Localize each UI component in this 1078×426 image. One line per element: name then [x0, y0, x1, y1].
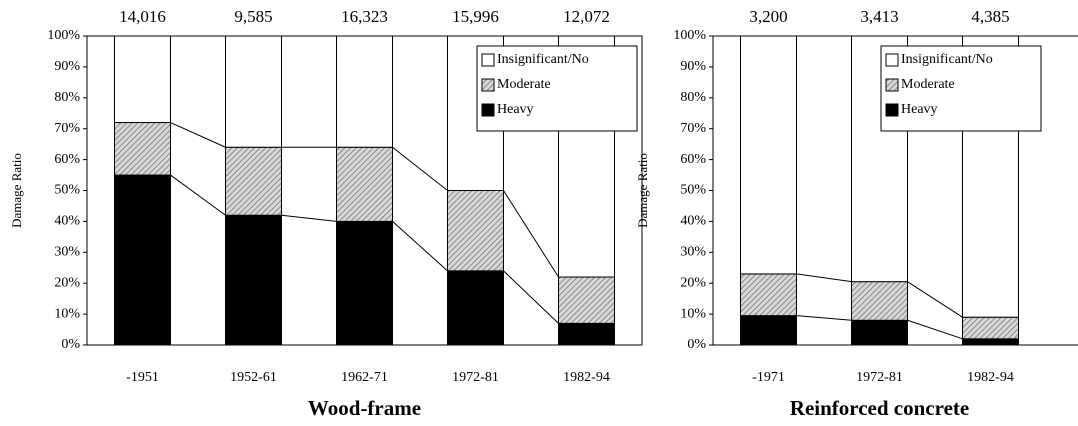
bar-segment	[336, 220, 393, 346]
bar-segment	[114, 35, 171, 124]
bar-segment	[114, 122, 171, 176]
y-tick-label: 70%	[680, 121, 706, 136]
legend-swatch	[481, 53, 495, 67]
bar-total: 12,072	[563, 7, 610, 26]
connector-line	[392, 146, 448, 191]
connector-line	[907, 319, 963, 340]
connector-line	[392, 221, 448, 272]
x-tick-label: 1982-94	[563, 370, 610, 385]
chart-title: Wood-frame	[308, 396, 421, 420]
y-tick-label: 0%	[61, 337, 80, 352]
y-tick-label: 90%	[680, 59, 706, 74]
legend-label: Moderate	[497, 77, 551, 92]
y-tick-label: 50%	[680, 183, 706, 198]
legend-label: Heavy	[497, 102, 534, 117]
x-tick-label: 1972-81	[452, 370, 499, 385]
y-tick-label: 30%	[54, 245, 80, 260]
connector-line	[281, 214, 337, 222]
bar-segment	[225, 35, 282, 148]
bar-segment	[558, 276, 615, 324]
connector-line	[170, 174, 226, 216]
bar-total: 16,323	[341, 7, 388, 26]
bar-total: 9,585	[234, 7, 272, 26]
bar-segment	[962, 316, 1019, 340]
bar-segment	[114, 174, 171, 346]
bar-segment	[851, 281, 908, 321]
y-tick-label: 40%	[680, 214, 706, 229]
legend-label: Insignificant/No	[497, 52, 589, 67]
x-tick-label: 1982-94	[967, 370, 1014, 385]
bar-segment	[740, 315, 797, 346]
connector-line	[170, 122, 226, 148]
legend-swatch	[481, 103, 495, 117]
bar-segment	[225, 146, 282, 216]
chart-title: Reinforced concrete	[790, 396, 969, 420]
bar-segment	[447, 270, 504, 346]
bar-total: 15,996	[452, 7, 499, 26]
legend-swatch	[481, 78, 495, 92]
y-tick-label: 40%	[54, 214, 80, 229]
y-axis-label: Damage Ratio	[635, 153, 650, 228]
bar-segment	[225, 214, 282, 346]
bar-segment	[740, 273, 797, 317]
y-tick-label: 100%	[47, 28, 80, 43]
y-tick-label: 10%	[680, 306, 706, 321]
y-tick-label: 60%	[680, 152, 706, 167]
y-tick-label: 80%	[680, 90, 706, 105]
legend-label: Insignificant/No	[901, 52, 993, 67]
x-tick-label: 1972-81	[856, 370, 903, 385]
legend-swatch	[885, 78, 899, 92]
bar-segment	[447, 190, 504, 272]
y-tick-label: 20%	[680, 275, 706, 290]
bar-total: 14,016	[119, 7, 166, 26]
bar-total: 3,200	[749, 7, 787, 26]
legend-label: Moderate	[901, 77, 955, 92]
x-tick-label: 1962-71	[341, 370, 388, 385]
connector-line	[796, 273, 852, 283]
bar-segment	[851, 319, 908, 346]
bar-segment	[336, 146, 393, 222]
connector-line	[796, 315, 852, 321]
legend-box	[476, 45, 638, 132]
bar-segment	[336, 35, 393, 148]
y-tick-label: 30%	[680, 245, 706, 260]
connector-line	[907, 281, 963, 318]
legend-swatch	[885, 53, 899, 67]
bar-segment	[558, 322, 615, 346]
y-tick-label: 50%	[54, 183, 80, 198]
y-tick-label: 20%	[54, 275, 80, 290]
x-tick-label: -1951	[126, 370, 159, 385]
y-tick-label: 80%	[54, 90, 80, 105]
bar-segment	[962, 338, 1019, 346]
y-tick-label: 0%	[687, 337, 706, 352]
connector-line	[503, 270, 559, 324]
legend-swatch	[885, 103, 899, 117]
legend-label: Heavy	[901, 102, 938, 117]
y-tick-label: 70%	[54, 121, 80, 136]
x-tick-label: -1971	[752, 370, 785, 385]
y-tick-label: 60%	[54, 152, 80, 167]
y-tick-label: 90%	[54, 59, 80, 74]
legend-box	[880, 45, 1042, 132]
connector-line	[503, 190, 559, 278]
x-tick-label: 1952-61	[230, 370, 277, 385]
y-tick-label: 10%	[54, 306, 80, 321]
y-axis-label: Damage Ratio	[9, 153, 24, 228]
bar-total: 4,385	[971, 7, 1009, 26]
bar-total: 3,413	[860, 7, 898, 26]
y-tick-label: 100%	[673, 28, 706, 43]
bar-segment	[740, 35, 797, 275]
